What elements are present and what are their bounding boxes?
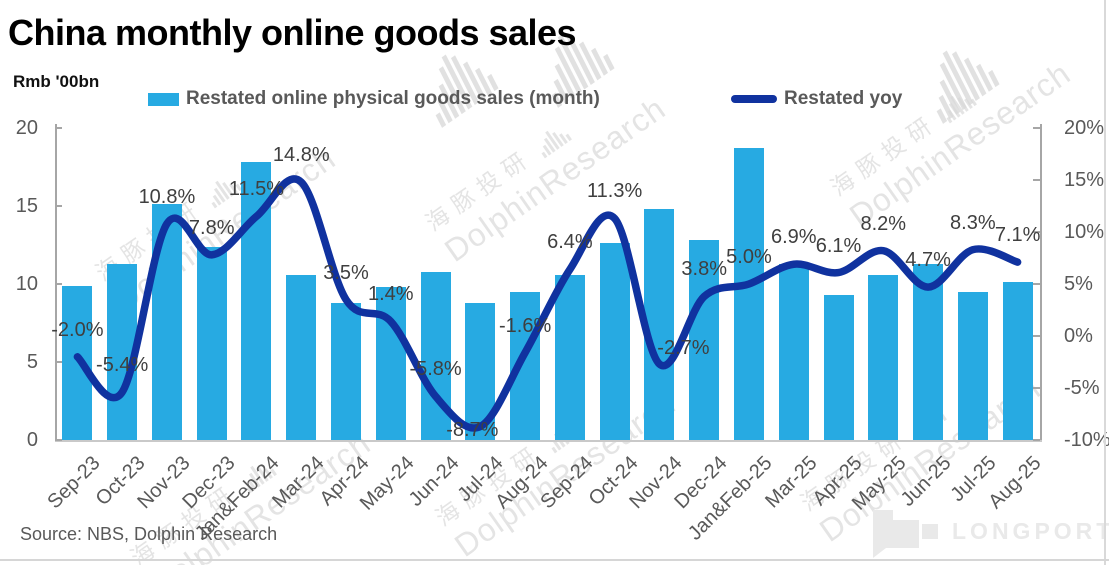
- right-axis-tick: [1033, 231, 1040, 233]
- left-axis-line: [55, 124, 57, 440]
- yoy-data-label-Dec-23: 7.8%: [188, 216, 235, 239]
- source-attribution: Source: NBS, Dolphin Research: [20, 524, 278, 544]
- right-axis-tick-label: -5%: [1064, 377, 1100, 399]
- chart-title: China monthly online goods sales: [8, 12, 577, 53]
- left-axis-tick: [55, 127, 62, 129]
- left-axis-tick: [55, 439, 62, 441]
- yoy-data-label-Jul-25: 8.3%: [950, 211, 996, 234]
- yoy-data-label-Apr-25: 6.1%: [815, 234, 862, 257]
- right-axis-tick-label: 20%: [1064, 117, 1105, 139]
- bar-Jan&Feb-24: [241, 162, 272, 440]
- right-axis-tick-label: 0%: [1064, 325, 1093, 347]
- bar-Nov-24: [644, 209, 675, 440]
- right-axis-tick: [1033, 283, 1040, 285]
- left-axis-tick: [55, 361, 62, 363]
- left-axis-tick-label: 20: [15, 117, 38, 139]
- bar-Oct-23: [107, 263, 138, 440]
- right-axis-tick: [1033, 387, 1040, 389]
- yoy-data-label-Aug-25: 7.1%: [994, 224, 1041, 247]
- yoy-data-label-May-24: 1.4%: [367, 283, 414, 306]
- bar-Aug-25: [1002, 282, 1033, 440]
- legend-item-bar-series: Restated online physical goods sales (mo…: [148, 88, 600, 110]
- yoy-data-label-Jul-24: -8.7%: [446, 419, 499, 442]
- longport-logo-text: LONGPORT: [952, 518, 1109, 544]
- left-axis-units-label: Rmb '00bn: [13, 72, 100, 91]
- yoy-data-label-Nov-23: 10.8%: [138, 185, 196, 208]
- bar-Mar-24: [286, 274, 317, 440]
- legend-label: Restated yoy: [784, 88, 903, 109]
- yoy-data-label-Mar-25: 6.9%: [770, 226, 817, 249]
- bar-Jul-25: [957, 291, 988, 440]
- longport-logo-icon: [873, 506, 939, 558]
- yoy-data-label-Oct-24: 11.3%: [587, 180, 643, 203]
- right-axis-line: [1040, 124, 1042, 440]
- left-axis-tick-label: 15: [15, 195, 38, 217]
- x-axis-line: [55, 440, 1042, 442]
- yoy-data-label-Nov-24: -2.7%: [657, 337, 710, 360]
- left-axis-tick-label: 10: [15, 273, 38, 295]
- right-axis-tick-label: 5%: [1064, 273, 1093, 295]
- bar-May-25: [868, 274, 899, 440]
- legend-label: Restated online physical goods sales (mo…: [186, 88, 600, 109]
- yoy-data-label-Oct-23: -5.4%: [96, 354, 149, 377]
- bar-Mar-25: [778, 263, 809, 440]
- yoy-data-label-Sep-24: 6.4%: [547, 231, 593, 254]
- left-axis-tick-label: 0: [26, 429, 38, 451]
- right-axis-tick: [1033, 335, 1040, 337]
- yoy-data-label-Mar-24: 14.8%: [272, 144, 330, 167]
- bottom-border-line: [0, 559, 1109, 561]
- right-axis-tick-label: -10%: [1064, 429, 1109, 451]
- yoy-data-label-Jun-25: 4.7%: [905, 249, 951, 272]
- yoy-data-label-Dec-24: 3.8%: [681, 258, 727, 281]
- yoy-data-label-Jun-24: -5.8%: [409, 358, 462, 381]
- bar-May-24: [375, 287, 406, 440]
- left-axis-tick-label: 5: [26, 351, 38, 373]
- left-axis-tick: [55, 205, 62, 207]
- x-axis-label-Sep-23: Sep-23: [43, 452, 105, 514]
- yoy-data-label-Aug-24: -1.6%: [498, 314, 552, 337]
- bar-Apr-24: [331, 302, 362, 440]
- legend-item-line-series: Restated yoy: [731, 88, 902, 110]
- bar-Nov-23: [151, 204, 182, 440]
- left-axis-tick: [55, 283, 62, 285]
- bar-Jun-25: [913, 263, 944, 440]
- bar-Sep-24: [554, 274, 585, 440]
- bar-Jun-24: [420, 271, 451, 440]
- bar-Sep-23: [62, 285, 93, 440]
- right-border-line: [1104, 0, 1106, 565]
- yoy-data-label-May-25: 8.2%: [860, 212, 907, 235]
- right-axis-tick: [1033, 127, 1040, 129]
- yoy-data-label-Apr-24: 3.5%: [323, 261, 369, 284]
- bar-Dec-23: [196, 246, 227, 440]
- yoy-data-label-Jan&Feb-24: 11.5%: [228, 178, 285, 201]
- bar-series-swatch: [148, 92, 179, 106]
- bar-Oct-24: [599, 243, 630, 440]
- bar-Apr-25: [823, 294, 854, 440]
- yoy-data-label-Jan&Feb-25: 5.0%: [726, 246, 772, 268]
- right-axis-tick-label: 15%: [1064, 169, 1105, 191]
- line-series-swatch: [731, 95, 777, 103]
- yoy-data-label-Sep-23: -2.0%: [51, 318, 104, 341]
- right-axis-tick: [1033, 179, 1040, 181]
- right-axis-tick: [1033, 439, 1040, 441]
- right-axis-tick-label: 10%: [1064, 221, 1105, 243]
- bar-Jan&Feb-25: [733, 148, 764, 440]
